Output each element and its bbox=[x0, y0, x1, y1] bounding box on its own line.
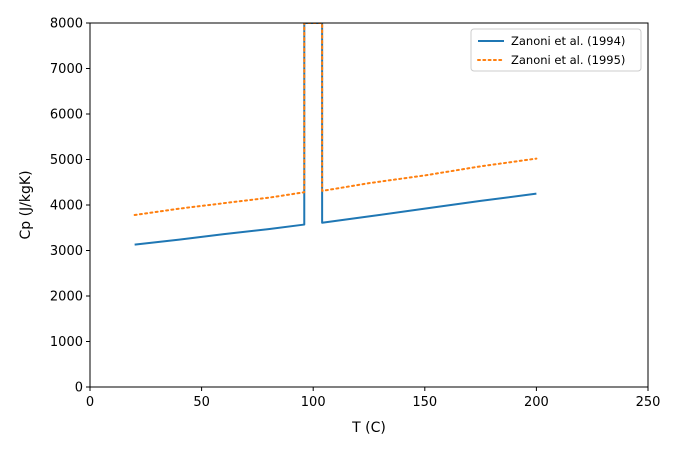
y-tick-label: 2000 bbox=[50, 290, 83, 305]
x-axis: 0 50 100 150 200 250 bbox=[86, 387, 661, 410]
y-tick-label: 3000 bbox=[50, 244, 83, 259]
x-axis-label: T (C) bbox=[351, 420, 386, 436]
legend-label-1: Zanoni et al. (1994) bbox=[511, 34, 625, 48]
legend-box bbox=[470, 28, 642, 72]
y-axis-label: Cp (J/kgK) bbox=[18, 170, 34, 239]
legend-label-2: Zanoni et al. (1995) bbox=[511, 53, 625, 67]
y-tick-label: 7000 bbox=[50, 62, 83, 77]
x-tick-label: 150 bbox=[412, 395, 437, 410]
legend: Zanoni et al. (1994) Zanoni et al. (1995) bbox=[470, 28, 642, 72]
x-tick-label: 50 bbox=[193, 395, 210, 410]
x-tick-label: 100 bbox=[301, 395, 326, 410]
y-tick-label: 8000 bbox=[50, 17, 83, 32]
y-tick-label: 1000 bbox=[50, 335, 83, 350]
x-tick-label: 200 bbox=[524, 395, 549, 410]
plot-lines bbox=[133, 23, 538, 246]
x-tick-label: 250 bbox=[636, 395, 661, 410]
plot-frame bbox=[89, 22, 649, 388]
x-tick-label: 0 bbox=[86, 395, 94, 410]
y-tick-label: 5000 bbox=[50, 153, 83, 168]
y-axis: 0 1000 2000 3000 4000 5000 6000 7000 8000 bbox=[50, 17, 90, 396]
y-tick-label: 4000 bbox=[50, 199, 83, 214]
series-line-1 bbox=[134, 23, 537, 246]
y-tick-label: 0 bbox=[75, 381, 83, 396]
y-tick-label: 6000 bbox=[50, 108, 83, 123]
